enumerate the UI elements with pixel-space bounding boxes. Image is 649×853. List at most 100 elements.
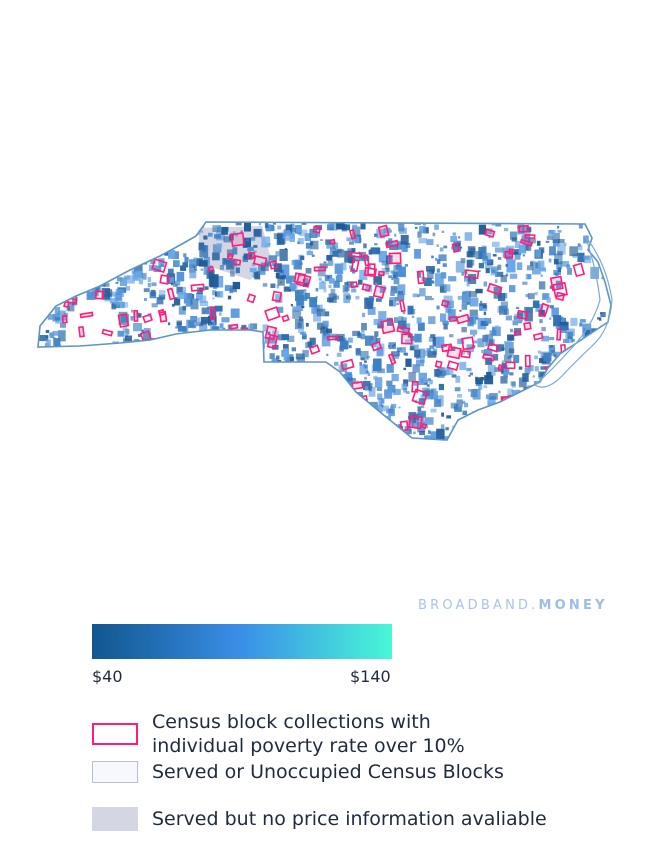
price-block: [297, 241, 300, 244]
price-block: [217, 376, 221, 380]
price-block: [39, 265, 44, 268]
price-block: [55, 316, 60, 321]
price-block: [327, 260, 334, 266]
price-block: [302, 333, 307, 340]
price-block: [352, 418, 358, 425]
price-block: [109, 391, 115, 396]
price-block: [487, 365, 496, 376]
price-block: [538, 260, 545, 270]
price-block: [504, 428, 512, 440]
price-block: [587, 401, 596, 409]
price-block: [234, 369, 243, 378]
price-block: [238, 334, 242, 337]
price-block: [213, 286, 218, 289]
price-block: [65, 236, 74, 250]
price-block: [540, 416, 544, 420]
price-block: [517, 224, 525, 235]
price-block: [323, 289, 327, 293]
price-block: [74, 279, 80, 284]
price-block: [455, 261, 465, 273]
price-block: [59, 392, 69, 403]
poverty-block-outline: [78, 326, 85, 338]
price-block: [375, 337, 381, 343]
price-block: [311, 254, 315, 257]
price-block: [355, 348, 361, 356]
price-block: [403, 379, 409, 387]
price-block: [71, 365, 79, 371]
price-block: [177, 292, 186, 299]
price-block: [137, 333, 143, 337]
price-block: [510, 328, 514, 333]
price-block: [418, 372, 427, 386]
price-block: [248, 324, 253, 331]
price-block: [349, 345, 352, 349]
price-block: [451, 346, 456, 351]
price-block: [143, 436, 149, 440]
price-block: [280, 398, 288, 407]
poverty-block-outline: [516, 309, 529, 320]
price-block: [473, 418, 477, 422]
price-block: [168, 249, 176, 259]
price-block: [487, 396, 496, 405]
price-block: [566, 371, 575, 382]
price-block: [429, 392, 435, 399]
poverty-block-outline: [504, 250, 514, 259]
price-block: [38, 438, 43, 440]
poverty-block-outline: [348, 228, 357, 240]
price-block: [41, 267, 44, 271]
price-block: [541, 427, 544, 430]
price-block: [461, 291, 471, 303]
price-block: [169, 277, 174, 284]
price-block: [478, 270, 481, 272]
price-block: [483, 281, 488, 287]
price-block: [162, 388, 166, 392]
price-block: [52, 392, 59, 400]
price-block: [381, 268, 389, 275]
price-block: [91, 272, 94, 275]
price-block: [423, 350, 429, 356]
price-block: [390, 286, 398, 294]
price-block: [352, 378, 356, 383]
poverty-block-outline: [385, 239, 399, 249]
price-block: [58, 417, 68, 425]
price-block: [450, 236, 458, 243]
price-block: [254, 271, 261, 280]
price-block: [365, 335, 374, 346]
poverty-block-outline: [350, 258, 360, 273]
price-block: [602, 224, 607, 227]
price-block: [99, 393, 102, 397]
price-block: [541, 394, 548, 403]
price-block: [568, 359, 571, 362]
price-block: [456, 399, 463, 407]
price-block: [61, 422, 65, 426]
price-block: [290, 304, 293, 307]
price-block: [479, 424, 485, 428]
price-block: [60, 289, 69, 298]
price-block: [262, 397, 271, 407]
price-block: [439, 247, 444, 252]
price-block: [377, 393, 383, 400]
price-block: [462, 400, 466, 404]
price-block: [231, 377, 239, 386]
price-block: [338, 440, 343, 447]
poverty-block-outline: [214, 341, 227, 353]
price-block: [460, 258, 466, 264]
price-block: [490, 266, 499, 272]
price-block: [547, 409, 553, 415]
price-block: [272, 389, 278, 395]
price-block: [100, 392, 109, 398]
price-block: [153, 341, 163, 349]
price-block: [538, 281, 546, 290]
poverty-block-outline: [268, 260, 278, 270]
price-block: [177, 444, 186, 456]
price-block: [58, 330, 66, 342]
price-block: [292, 310, 302, 319]
price-block: [605, 233, 611, 241]
price-block: [475, 377, 483, 385]
price-block: [117, 263, 123, 268]
price-block: [297, 238, 304, 245]
price-block: [284, 354, 294, 362]
price-block: [289, 228, 296, 233]
price-block: [563, 399, 567, 405]
price-block: [50, 422, 57, 430]
